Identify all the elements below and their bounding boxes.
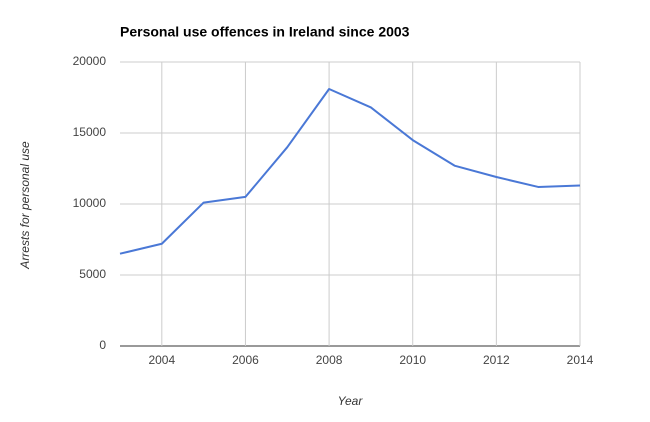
x-tick-label: 2006 [232, 353, 259, 367]
y-tick-label: 0 [99, 338, 106, 352]
x-tick-label: 2014 [567, 353, 594, 367]
y-axis-title: Arrests for personal use [18, 141, 32, 270]
x-tick-label: 2008 [316, 353, 343, 367]
y-tick-label: 5000 [79, 267, 106, 281]
y-tick-label: 10000 [73, 196, 107, 210]
x-axis-title: Year [338, 394, 364, 408]
x-tick-label: 2004 [148, 353, 175, 367]
y-tick-label: 15000 [73, 125, 107, 139]
line [119, 87, 581, 255]
chart-title: Personal use offences in Ireland since 2… [120, 24, 410, 40]
x-tick-label: 2012 [483, 353, 510, 367]
y-tick-label: 20000 [73, 54, 107, 68]
x-tick-label: 2010 [399, 353, 426, 367]
